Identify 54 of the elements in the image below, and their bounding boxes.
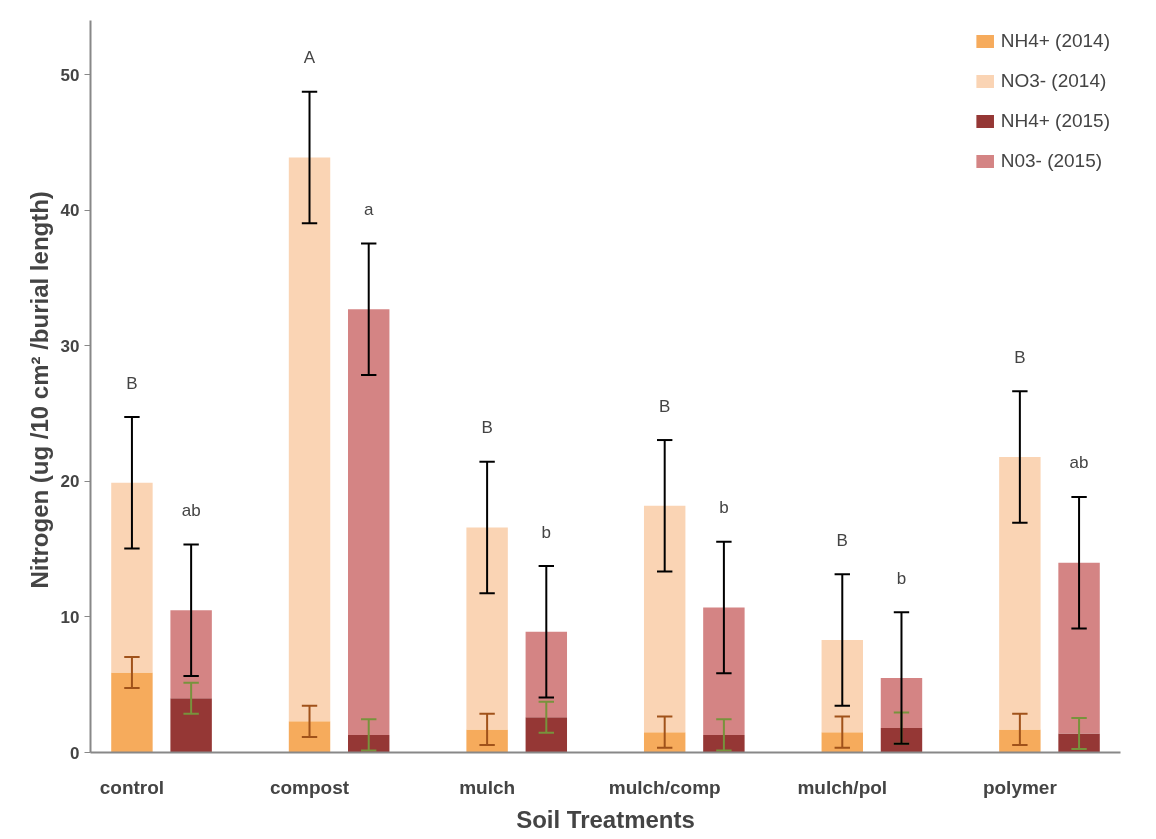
annotation: a (363, 199, 374, 219)
x-tick-label: mulch/pol (797, 776, 888, 798)
legend-label: NH4+ (2015) (1000, 110, 1110, 132)
bar (703, 734, 745, 753)
bar (880, 677, 923, 729)
y-tick-label: 0 (70, 743, 80, 763)
bar (1058, 733, 1100, 753)
bar (643, 505, 686, 733)
annotation: B (126, 373, 138, 393)
y-tick-label: 50 (60, 65, 80, 85)
annotation: B (836, 530, 848, 550)
y-tick-label: 10 (60, 607, 80, 627)
bar (880, 728, 923, 753)
y-tick-label: 20 (60, 472, 80, 492)
bar (288, 721, 331, 753)
bar (821, 732, 863, 753)
y-tick-label: 30 (60, 336, 80, 356)
bar (466, 729, 508, 753)
x-axis-title: Soil Treatments (516, 805, 695, 833)
bar (999, 456, 1041, 730)
annotation: B (1014, 347, 1026, 367)
x-tick-label: mulch/comp (608, 776, 721, 798)
y-tick-label: 40 (60, 201, 80, 221)
bar (111, 672, 153, 753)
annotation: ab (1069, 453, 1089, 473)
legend-label: N03- (2015) (1000, 150, 1103, 172)
annotation: B (481, 418, 493, 438)
annotation: A (303, 48, 316, 68)
annotation: ab (181, 500, 201, 520)
bar (466, 527, 508, 730)
bar (288, 157, 331, 722)
bar (348, 734, 390, 753)
bar (1058, 562, 1100, 734)
x-tick-label: polymer (982, 776, 1058, 798)
annotation: b (896, 568, 907, 588)
bar (111, 482, 153, 673)
annotation: B (659, 396, 671, 416)
x-tick-label: control (99, 776, 165, 798)
bar (170, 698, 212, 753)
annotation: b (541, 522, 552, 542)
bar (525, 717, 568, 753)
bar (525, 631, 568, 718)
y-axis-title: Nitrogen (ug /10 cm² /burial length) (25, 191, 53, 589)
annotation: b (719, 498, 729, 518)
bar (821, 639, 863, 733)
x-tick-label: mulch (459, 776, 516, 798)
legend-label: NH4+ (2014) (1000, 30, 1110, 52)
bar (999, 729, 1041, 753)
x-tick-label: compost (269, 776, 350, 798)
bar (643, 732, 686, 753)
bar (348, 309, 390, 735)
bar (170, 610, 212, 699)
bar (703, 607, 745, 735)
legend-label: NO3- (2014) (1000, 70, 1107, 92)
